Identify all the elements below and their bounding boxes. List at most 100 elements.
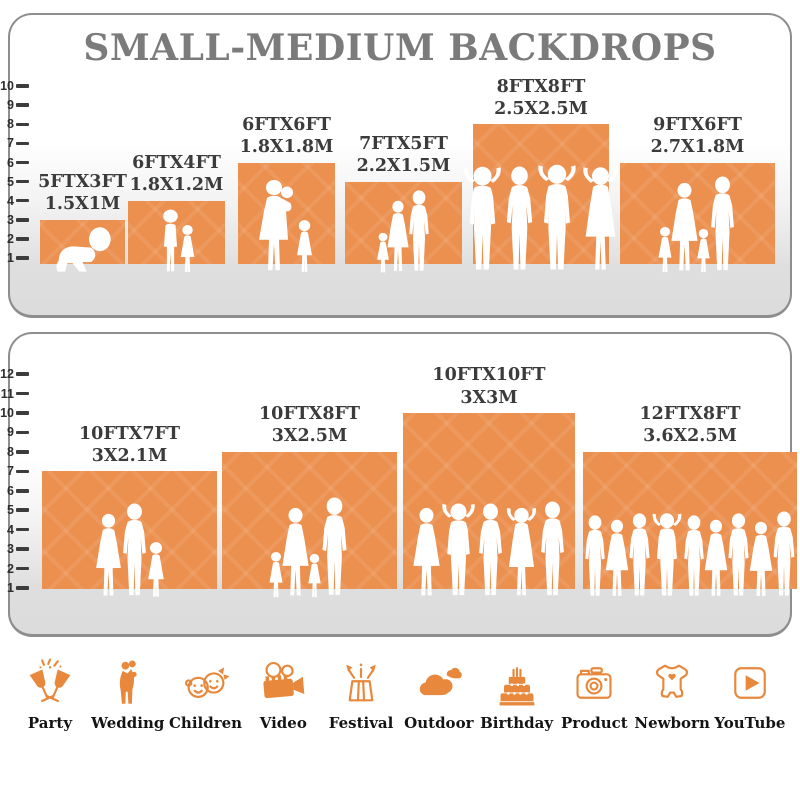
- axis-tick-2: 2: [0, 562, 29, 576]
- axis-tick-mark: [16, 586, 29, 590]
- axis-tick-label: 10: [0, 79, 14, 94]
- axis-tick-label: 9: [7, 98, 14, 113]
- axis-tick-label: 7: [7, 464, 14, 479]
- man-silhouette: [535, 501, 570, 599]
- medium-large-panel: 1 2 3 4 5 6 7 8 9 10 11 12 10FTX7FT 3X2.1M 10FTX8FT 3X2…: [0, 332, 797, 637]
- category-label: Birthday: [480, 714, 554, 732]
- axis-tick-9: 9: [0, 425, 29, 439]
- axis-tick-10: 10: [0, 79, 29, 93]
- backdrop-size-label: 5FTX3FT 1.5X1M: [38, 172, 127, 215]
- outdoor-icon: [419, 667, 462, 696]
- wedding-icon: [119, 660, 137, 704]
- backdrop-rect-6ftx4ft: 6FTX4FT 1.8X1.2M: [128, 153, 225, 264]
- category-label: Outdoor: [404, 714, 474, 732]
- backdrop-rect-7ftx5ft: 7FTX5FT 2.2X1.5M: [345, 134, 462, 264]
- people-silhouettes: [128, 209, 225, 274]
- product-icon: [576, 667, 612, 699]
- axis-tick-4: 4: [0, 523, 29, 537]
- category-label: Festival: [328, 714, 394, 732]
- category-outdoor: Outdoor: [401, 655, 477, 732]
- category-youtube: YouTube: [712, 655, 788, 732]
- axis-tick-label: 4: [7, 522, 14, 537]
- axis-tick-mark: [16, 256, 29, 260]
- backdrop-size-label: 7FTX5FT 2.2X1.5M: [356, 133, 451, 177]
- axis-tick-label: 5: [7, 503, 14, 518]
- category-party: Party: [12, 655, 88, 732]
- axis-tick-label: 11: [0, 386, 14, 401]
- axis-tick-11: 11: [0, 387, 29, 401]
- backdrop-rect-12ftx8ft: 12FTX8FT 3.6X2.5M: [583, 404, 797, 589]
- axis-tick-label: 10: [0, 405, 14, 420]
- baby-silhouette: [50, 226, 115, 274]
- category-label: Children: [168, 714, 243, 732]
- axis-tick-5: 5: [0, 503, 29, 517]
- backdrop-size-label: 8FTX8FT 2.5X2.5M: [494, 76, 588, 119]
- axis-tick-mark: [16, 160, 29, 165]
- people-silhouettes: [403, 501, 575, 599]
- axis-tick-label: 2: [7, 231, 14, 246]
- axis-tick-mark: [16, 122, 29, 127]
- axis-tick-mark: [16, 372, 29, 376]
- axis-tick-mark: [16, 508, 29, 512]
- video-icon: [263, 661, 305, 699]
- axis-tick-mark: [16, 84, 29, 88]
- axis-tick-mark: [16, 469, 29, 474]
- people-silhouettes: [238, 179, 335, 274]
- backdrop-rect-10ftx8ft: 10FTX8FT 3X2.5M: [222, 404, 397, 589]
- axis-tick-label: 5: [7, 174, 14, 189]
- axis-tick-label: 1: [7, 581, 14, 595]
- axis-tick-label: 6: [7, 155, 14, 170]
- axis-tick-mark: [16, 198, 29, 203]
- axis-tick-label: 7: [7, 136, 14, 151]
- axis-tick-12: 12: [0, 367, 29, 381]
- category-row: Party Wedding Children: [12, 655, 788, 732]
- backdrop-size-label: 9FTX6FT 2.7X1.8M: [650, 114, 745, 158]
- axis-tick-label: 3: [7, 212, 14, 227]
- festival-icon: [346, 663, 376, 702]
- axis-tick-6: 6: [0, 156, 29, 170]
- children-icon: [184, 667, 229, 698]
- backdrop-size-label: 10FTX8FT 3X2.5M: [258, 404, 361, 447]
- axis-tick-label: 8: [7, 444, 14, 459]
- category-wedding: Wedding: [90, 655, 166, 732]
- girl-silhouette: [144, 541, 168, 599]
- axis-tick-8: 8: [0, 117, 29, 131]
- axis-tick-mark: [16, 179, 29, 184]
- backdrop-rect-5ftx3ft: 5FTX3FT 1.5X1M: [38, 172, 127, 264]
- people-silhouettes: [40, 226, 125, 274]
- axis-tick-2: 2: [0, 232, 29, 246]
- man-silhouette: [768, 511, 800, 599]
- people-silhouettes: [345, 190, 462, 274]
- backdrop-size-label: 6FTX4FT 1.8X1.2M: [129, 152, 224, 196]
- axis-tick-3: 3: [0, 542, 29, 556]
- axis-tick-3: 3: [0, 213, 29, 227]
- girl-silhouette: [293, 219, 316, 274]
- axis-tick-mark: [16, 218, 29, 222]
- man-silhouette: [404, 190, 434, 274]
- backdrop-size-label: 12FTX8FT 3.6X2.5M: [639, 404, 741, 447]
- small-medium-panel: SMALL-MEDIUM BACKDROPS 1 2 3 4 5 6 7 8 9 10 5FTX3F…: [0, 13, 792, 318]
- backdrop-rect-10ftx10ft: 10FTX10FT 3X3M: [403, 365, 575, 589]
- axis-tick-label: 6: [7, 483, 14, 498]
- axis-tick-4: 4: [0, 194, 29, 208]
- axis-tick-8: 8: [0, 445, 29, 459]
- backdrop-size-label: 6FTX6FT 1.8X1.8M: [239, 114, 334, 158]
- backdrop-rect-10ftx7ft: 10FTX7FT 3X2.1M: [42, 424, 217, 589]
- newborn-icon: [656, 664, 689, 698]
- birthday-icon: [499, 667, 534, 706]
- category-label: Video: [259, 714, 307, 732]
- axis-tick-1: 1: [0, 251, 29, 265]
- axis-tick-mark: [16, 450, 29, 454]
- people-silhouettes: [473, 162, 609, 274]
- backdrop-size-label: 10FTX7FT 3X2.1M: [78, 423, 181, 466]
- category-children: Children: [168, 655, 244, 732]
- backdrop-rect-6ftx6ft: 6FTX6FT 1.8X1.8M: [238, 115, 335, 265]
- category-festival: Festival: [323, 655, 399, 732]
- axis-tick-5: 5: [0, 175, 29, 189]
- axis-tick-mark: [16, 391, 29, 396]
- people-silhouettes: [620, 176, 775, 274]
- category-birthday: Birthday: [479, 655, 555, 732]
- axis-tick-1: 1: [0, 581, 29, 595]
- axis-tick-label: 12: [0, 367, 14, 382]
